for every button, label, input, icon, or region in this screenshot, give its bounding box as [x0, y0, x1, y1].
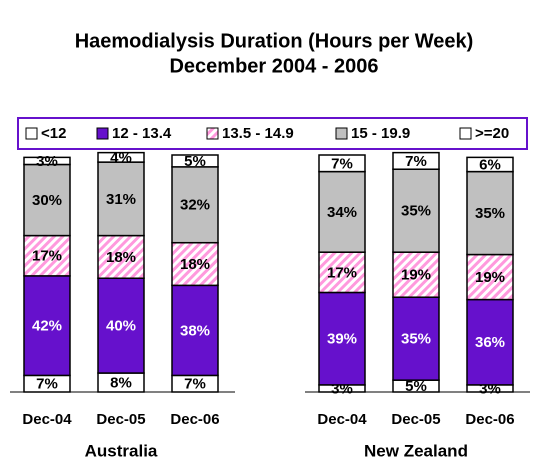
value-label: 7% — [331, 155, 353, 172]
x-tick-label: Dec-05 — [391, 411, 440, 428]
chart-title: Haemodialysis Duration (Hours per Week) — [75, 30, 474, 52]
x-tick-label: Dec-05 — [96, 411, 145, 428]
legend-label: 12 - 13.4 — [112, 125, 172, 142]
bar-segment — [171, 241, 219, 287]
value-label: 5% — [405, 378, 427, 395]
value-label: 18% — [180, 256, 210, 273]
legend-swatch — [459, 127, 472, 140]
value-label: 42% — [32, 318, 62, 335]
value-label: 36% — [475, 334, 505, 351]
value-label: 17% — [32, 248, 62, 265]
bar-segment — [23, 234, 71, 277]
value-label: 17% — [327, 264, 357, 281]
value-label: 35% — [401, 331, 431, 348]
x-tick-label: Dec-04 — [22, 411, 72, 428]
x-tick-label: Dec-06 — [170, 411, 219, 428]
x-tick-label: Dec-06 — [465, 411, 514, 428]
legend-swatch — [96, 127, 109, 140]
value-label: 38% — [180, 322, 210, 339]
bar-segment — [466, 156, 514, 173]
bar-segment — [318, 291, 366, 386]
bar-segment — [97, 151, 145, 163]
bar-segment — [466, 170, 514, 256]
bar-segment — [97, 277, 145, 374]
value-label: 3% — [36, 153, 58, 170]
bar-segment — [97, 234, 145, 279]
value-label: 6% — [479, 156, 501, 173]
legend-label: 13.5 - 14.9 — [222, 125, 294, 142]
value-label: 35% — [401, 203, 431, 220]
group-label: New Zealand — [364, 441, 468, 460]
value-label: 31% — [106, 191, 136, 208]
value-label: 32% — [180, 197, 210, 214]
bar-segment — [171, 166, 219, 244]
group-label: Australia — [85, 441, 158, 460]
bar-segment — [23, 156, 71, 166]
plot: 7% 42% 17% 30% 3% Dec-04 8% 40% 18% 31% 4% Dec-05 7%… — [10, 149, 530, 460]
legend-label: >=20 — [475, 125, 509, 142]
bar-segment — [23, 275, 71, 377]
bar-segment — [392, 151, 440, 170]
value-label: 7% — [36, 376, 58, 393]
bar-segment — [466, 298, 514, 386]
value-label: 39% — [327, 331, 357, 348]
value-label: 7% — [184, 376, 206, 393]
value-label: 4% — [110, 149, 132, 166]
legend: <12 12 - 13.4 13.5 - 14.9 15 - 19.9 >=20 — [25, 125, 509, 142]
bar-segment — [318, 170, 366, 253]
bar-segment — [318, 154, 366, 173]
value-label: 18% — [106, 249, 136, 266]
value-label: 5% — [184, 153, 206, 170]
bar-segment — [171, 154, 219, 168]
bar-segment — [97, 161, 145, 237]
legend-swatch — [25, 127, 38, 140]
value-label: 8% — [110, 374, 132, 391]
bar-segment — [318, 251, 366, 294]
value-label: 7% — [405, 153, 427, 170]
chart-subtitle: December 2004 - 2006 — [169, 55, 378, 77]
legend-label: <12 — [41, 125, 66, 142]
value-label: 19% — [401, 267, 431, 284]
value-label: 30% — [32, 192, 62, 209]
value-label: 35% — [475, 205, 505, 222]
x-tick-label: Dec-04 — [317, 411, 367, 428]
legend-swatch — [206, 127, 219, 140]
bar-segment — [392, 251, 440, 298]
bar-segment — [392, 168, 440, 253]
value-label: 19% — [475, 269, 505, 286]
legend-swatch — [335, 127, 348, 140]
bar-segment — [466, 253, 514, 301]
value-label: 34% — [327, 204, 357, 221]
legend-label: 15 - 19.9 — [351, 125, 410, 142]
value-label: 40% — [106, 318, 136, 335]
